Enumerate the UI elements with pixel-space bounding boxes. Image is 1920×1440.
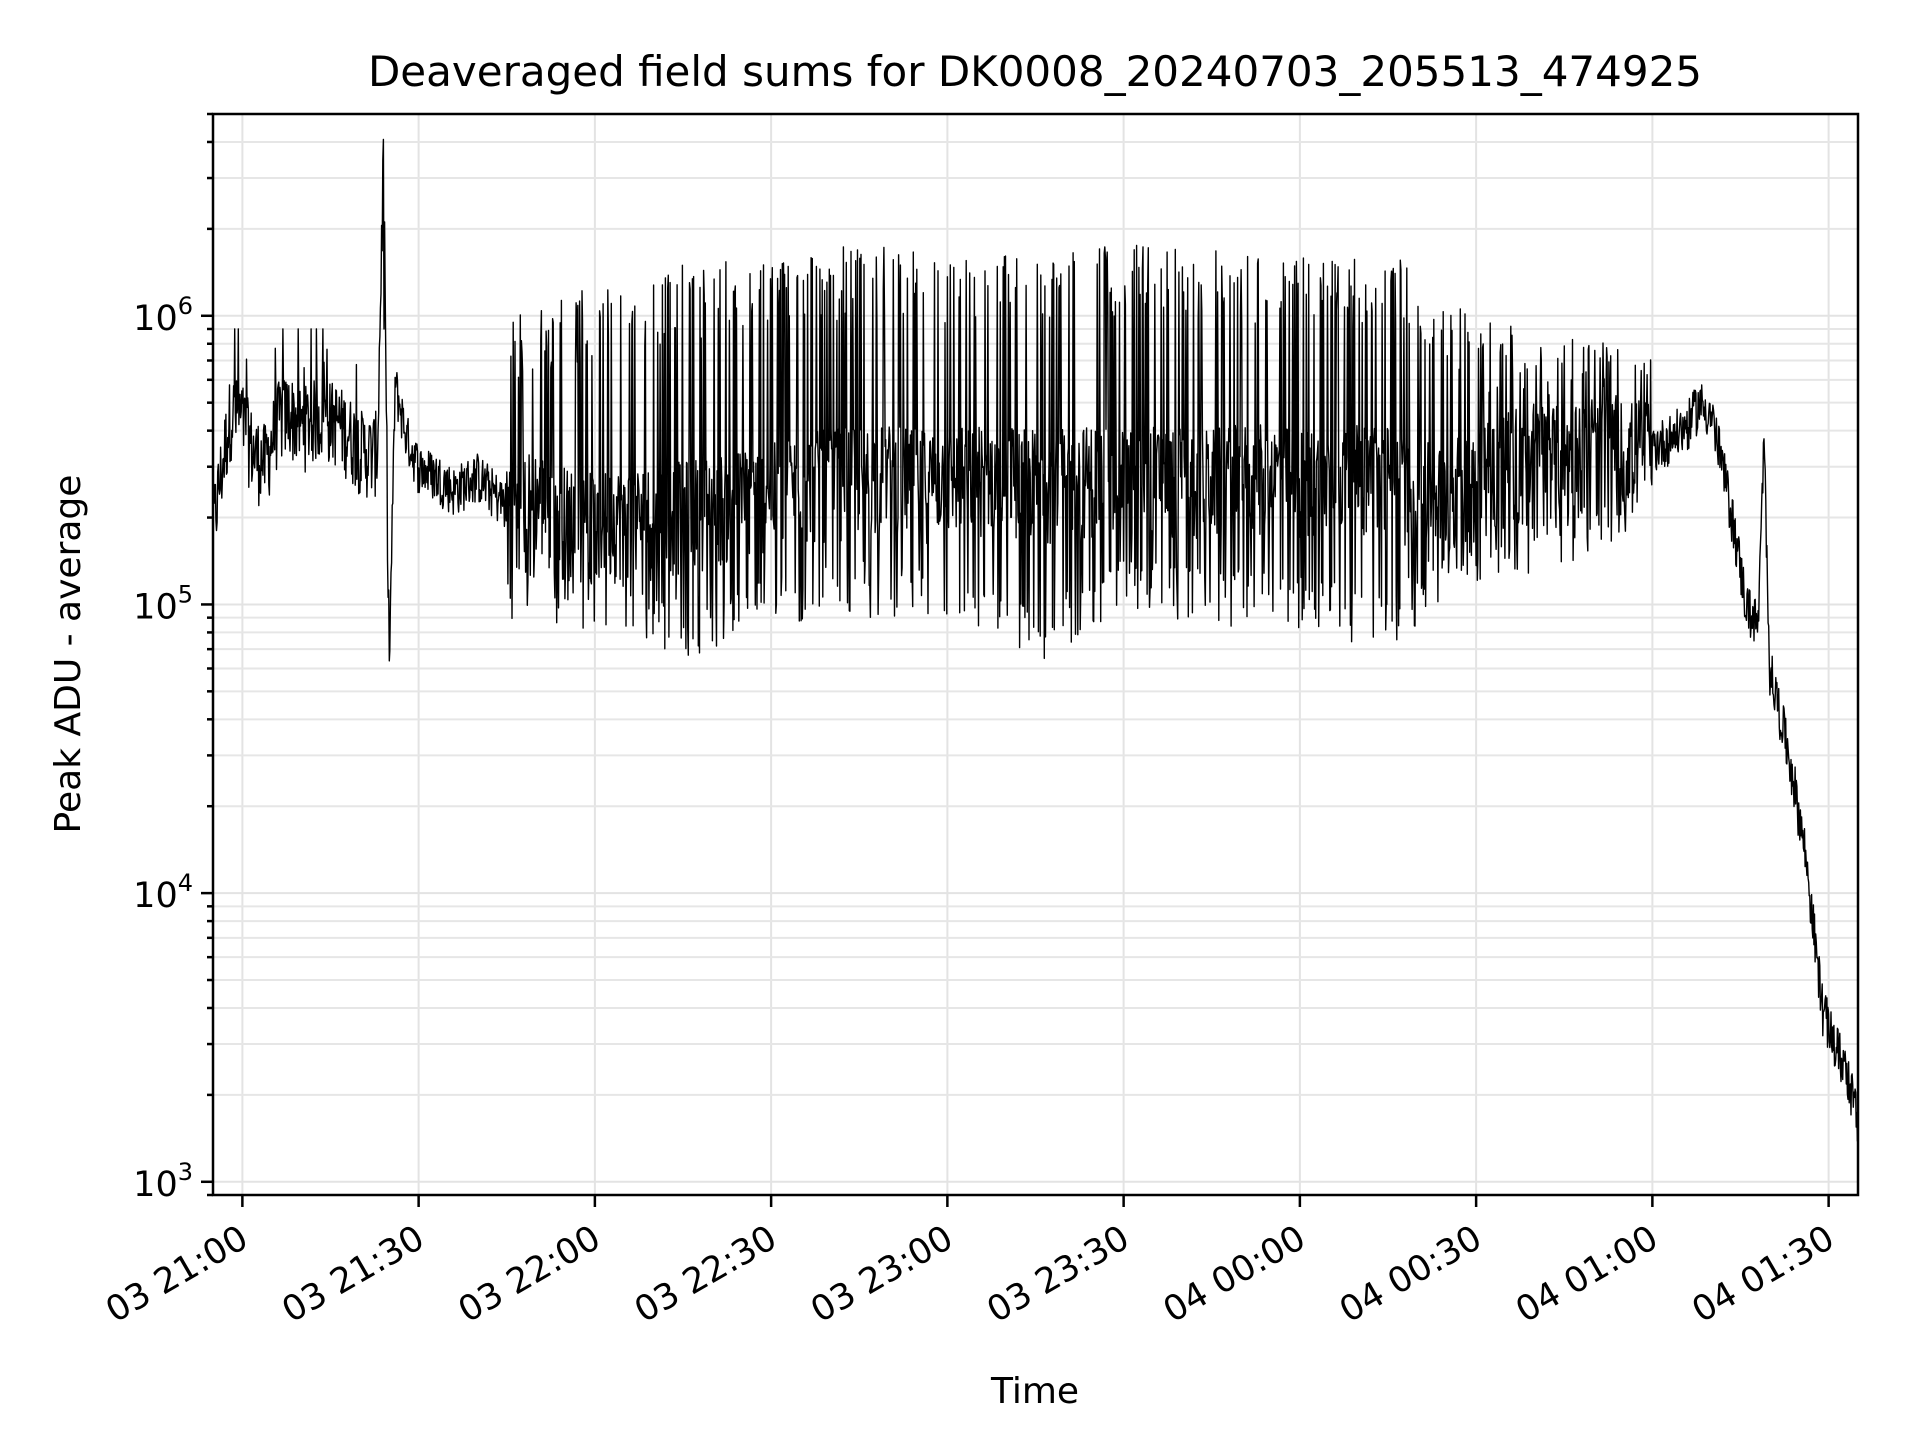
series-layer [212,138,1859,1142]
y-tick-label: 103 [133,1158,193,1205]
y-tick-label: 104 [133,869,193,916]
x-axis-label: Time [990,1371,1079,1412]
y-axis-label: Peak ADU - average [48,475,89,834]
plot-frame [211,112,1860,1197]
y-tick-label: 106 [133,292,193,339]
series-line [212,138,1859,1142]
chart-title: Deaveraged field sums for DK0008_2024070… [368,47,1702,96]
y-tick-label: 105 [133,580,193,627]
